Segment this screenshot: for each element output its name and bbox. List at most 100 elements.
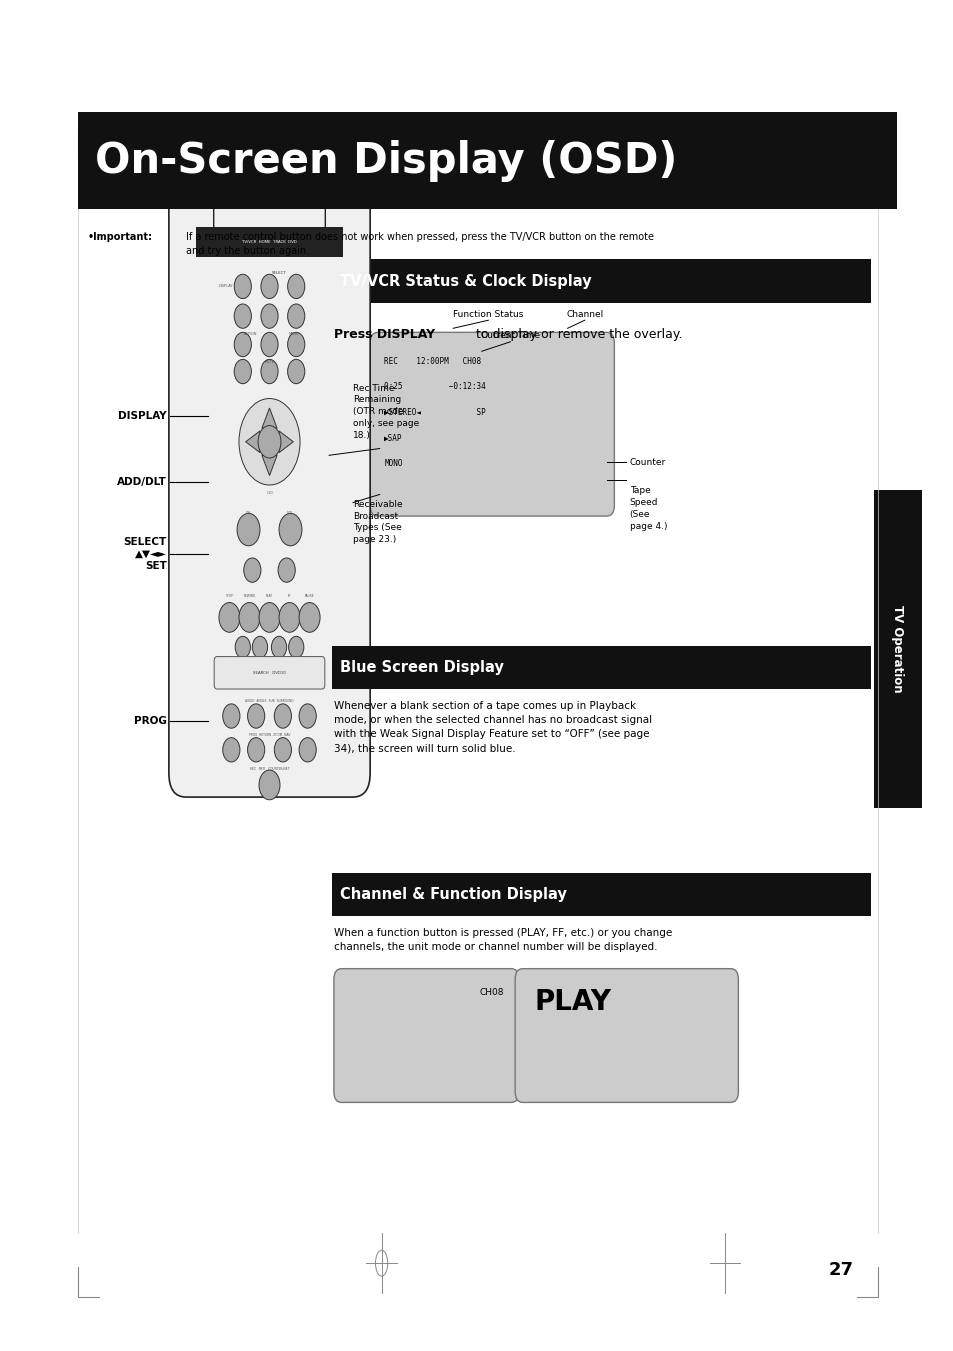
Text: FF: FF [288, 594, 291, 597]
Text: 0:25          −0:12:34: 0:25 −0:12:34 [384, 382, 486, 392]
Circle shape [257, 426, 280, 458]
Circle shape [298, 738, 316, 762]
Text: Receivable
Broadcast
Types (See
page 23.): Receivable Broadcast Types (See page 23.… [353, 500, 402, 544]
Text: to display or remove the overlay.: to display or remove the overlay. [472, 328, 682, 342]
Circle shape [218, 603, 239, 632]
Circle shape [258, 770, 279, 800]
Circle shape [288, 332, 305, 357]
Text: Whenever a blank section of a tape comes up in Playback
mode, or when the select: Whenever a blank section of a tape comes… [334, 701, 651, 753]
Text: Current Time: Current Time [480, 331, 539, 340]
Text: DISPLAY: DISPLAY [218, 285, 233, 288]
Text: Function Status: Function Status [453, 309, 523, 319]
Circle shape [247, 704, 264, 728]
Circle shape [233, 304, 251, 328]
Text: If a remote control button does not work when pressed, press the TV/VCR button o: If a remote control button does not work… [186, 232, 654, 255]
Text: REC    12:00PM   CH08: REC 12:00PM CH08 [384, 357, 481, 366]
Circle shape [233, 359, 251, 384]
Text: PROG: PROG [134, 716, 167, 727]
Text: Rec Time
Remaining
(OTR mode
only, see page
18.): Rec Time Remaining (OTR mode only, see p… [353, 384, 418, 440]
Circle shape [236, 513, 259, 546]
Bar [332, 259, 870, 303]
Text: DISPLAY: DISPLAY [118, 411, 167, 422]
Text: TV/VCR Status & Clock Display: TV/VCR Status & Clock Display [339, 273, 591, 289]
Circle shape [288, 274, 305, 299]
Circle shape [274, 738, 291, 762]
Polygon shape [245, 431, 259, 453]
Circle shape [298, 603, 319, 632]
Text: Tape
Speed
(See
page 4.): Tape Speed (See page 4.) [629, 486, 666, 531]
Circle shape [252, 636, 267, 658]
Bar [78, 112, 896, 209]
FancyBboxPatch shape [169, 181, 370, 797]
Text: Channel: Channel [565, 309, 603, 319]
Circle shape [274, 704, 291, 728]
Circle shape [288, 359, 305, 384]
FancyBboxPatch shape [515, 969, 738, 1102]
Text: SELECT: SELECT [272, 272, 286, 274]
Circle shape [271, 636, 286, 658]
Text: CH: CH [246, 512, 251, 515]
Circle shape [233, 274, 251, 299]
Text: VOL: VOL [287, 512, 294, 515]
Circle shape [222, 704, 239, 728]
Text: Channel & Function Display: Channel & Function Display [339, 886, 566, 902]
Text: ADD/DLT: ADD/DLT [117, 477, 167, 488]
Circle shape [258, 603, 279, 632]
Text: Counter: Counter [629, 458, 665, 466]
Circle shape [260, 274, 278, 299]
Text: Press DISPLAY: Press DISPLAY [334, 328, 435, 342]
Text: •Important:: •Important: [88, 232, 152, 242]
Text: CH08: CH08 [478, 988, 503, 997]
Circle shape [298, 704, 316, 728]
Circle shape [238, 603, 259, 632]
Text: Blue Screen Display: Blue Screen Display [339, 659, 503, 676]
FancyBboxPatch shape [334, 969, 518, 1102]
Text: When a function button is pressed (PLAY, FF, etc.) or you change
channels, the u: When a function button is pressed (PLAY,… [334, 928, 672, 952]
Text: ACTION: ACTION [243, 332, 257, 335]
Text: REWIND: REWIND [243, 594, 255, 597]
Text: REC   MFD   COUNTER/NET: REC MFD COUNTER/NET [250, 767, 289, 770]
Circle shape [238, 399, 299, 485]
Text: MONO: MONO [384, 459, 402, 469]
Bar [873, 490, 921, 808]
Text: MUTE: MUTE [264, 361, 274, 363]
Text: SELECT
▲▼◄►
SET: SELECT ▲▼◄► SET [124, 538, 167, 570]
Circle shape [233, 332, 251, 357]
Circle shape [278, 558, 295, 582]
Text: 27: 27 [828, 1260, 853, 1279]
Text: PAUSE: PAUSE [304, 594, 314, 597]
Text: MENU: MENU [288, 332, 298, 335]
Polygon shape [261, 455, 276, 476]
Circle shape [260, 359, 278, 384]
FancyBboxPatch shape [370, 332, 614, 516]
Text: SEARCH   DVD10: SEARCH DVD10 [253, 671, 286, 674]
Circle shape [222, 738, 239, 762]
Circle shape [234, 636, 250, 658]
Bar [332, 873, 870, 916]
Text: PROG  RETURN  ZOOM  NAV: PROG RETURN ZOOM NAV [249, 734, 290, 736]
Bar [195, 227, 343, 257]
Polygon shape [261, 408, 276, 428]
FancyBboxPatch shape [213, 177, 325, 234]
Circle shape [260, 332, 278, 357]
Circle shape [243, 558, 260, 582]
Text: ▶STEREO◄            SP: ▶STEREO◄ SP [384, 408, 486, 417]
Circle shape [278, 513, 301, 546]
Text: /10: /10 [267, 492, 272, 494]
Polygon shape [278, 431, 294, 453]
Circle shape [288, 304, 305, 328]
Circle shape [278, 603, 299, 632]
Bar [332, 646, 870, 689]
Text: PLAY: PLAY [534, 988, 611, 1016]
Text: STOP: STOP [225, 594, 233, 597]
Text: ▶SAP: ▶SAP [384, 434, 402, 443]
Circle shape [288, 636, 303, 658]
Text: AUDIO  ANGLE  SUB  SURROUND: AUDIO ANGLE SUB SURROUND [245, 700, 294, 703]
Circle shape [247, 738, 264, 762]
Text: On-Screen Display (OSD): On-Screen Display (OSD) [95, 139, 677, 182]
Circle shape [260, 304, 278, 328]
Text: TV/VCR  HOME  TRACK  DVD: TV/VCR HOME TRACK DVD [242, 240, 296, 243]
FancyBboxPatch shape [213, 657, 324, 689]
Text: TV Operation: TV Operation [890, 605, 903, 693]
Text: PLAY: PLAY [266, 594, 273, 597]
